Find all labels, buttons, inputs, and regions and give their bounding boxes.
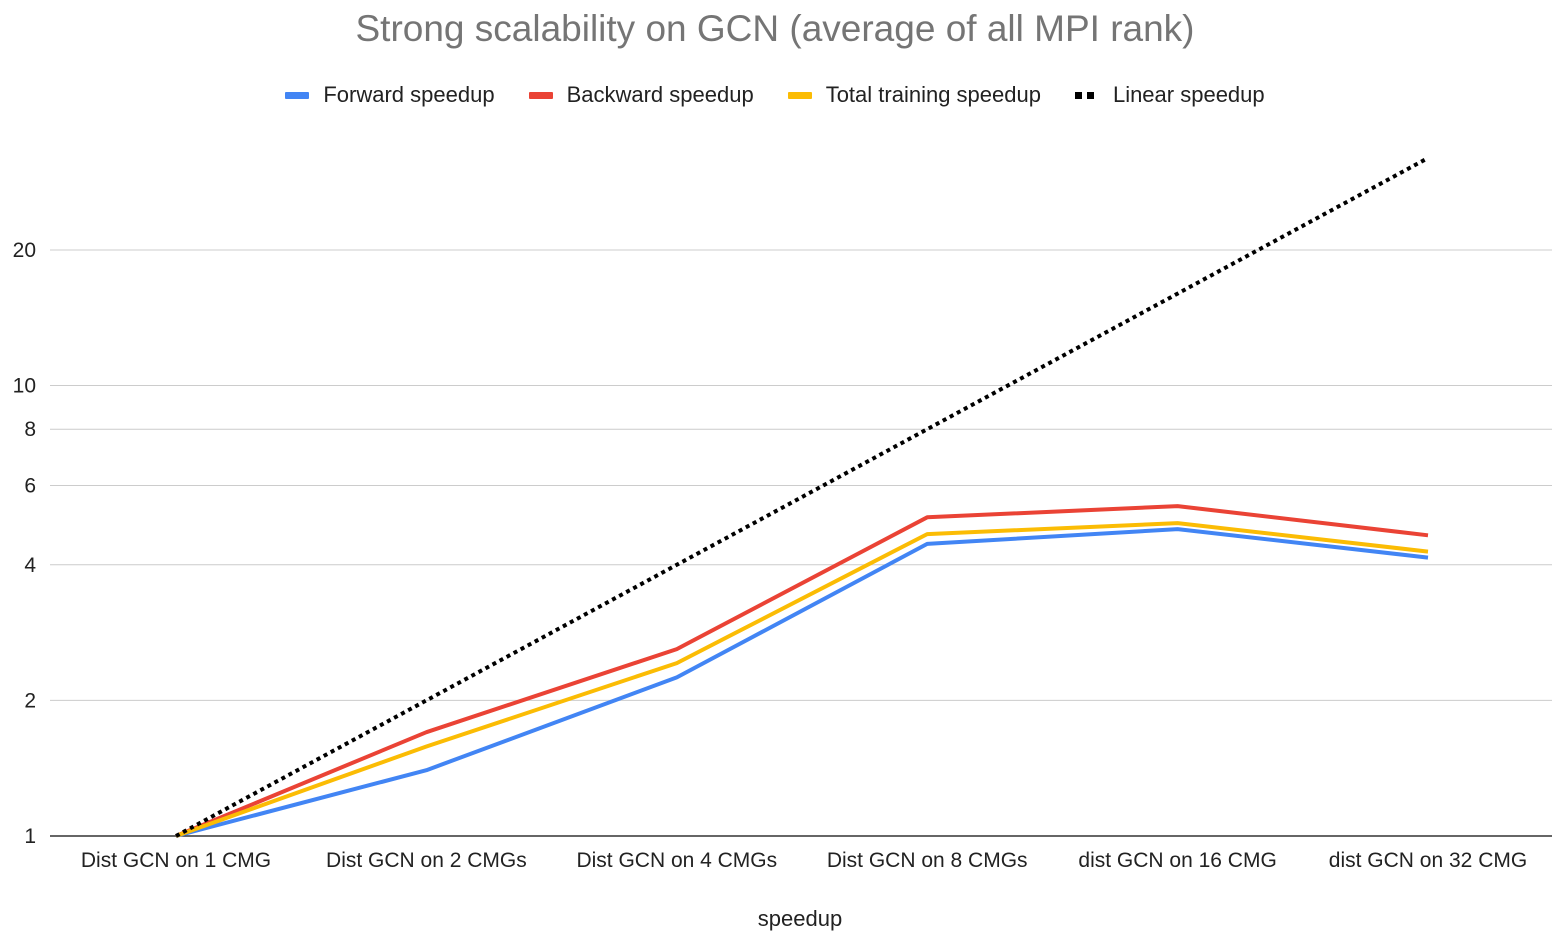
series-line-backward-speedup[interactable] bbox=[175, 504, 1429, 838]
x-tick-label-2: Dist GCN on 2 CMGs bbox=[326, 849, 527, 872]
legend-item-linear[interactable]: Linear speedup bbox=[1074, 82, 1265, 108]
series-line-linear-speedup[interactable] bbox=[175, 156, 1429, 838]
x-tick-label-6: dist GCN on 32 CMG bbox=[1329, 849, 1527, 872]
legend-label-forward: Forward speedup bbox=[323, 82, 495, 107]
x-tick-label-3: Dist GCN on 4 CMGs bbox=[576, 849, 777, 872]
y-tick-label-2: 2 bbox=[24, 689, 36, 712]
y-tick-label-1: 1 bbox=[24, 825, 36, 848]
series-lines bbox=[175, 156, 1429, 838]
legend-label-linear: Linear speedup bbox=[1112, 82, 1265, 107]
legend-swatch-linear bbox=[1074, 91, 1099, 99]
series-line-total-training-speedup[interactable] bbox=[175, 521, 1429, 838]
legend-swatch-forward bbox=[285, 91, 310, 99]
y-tick-label-20: 20 bbox=[13, 239, 36, 262]
y-tick-label-6: 6 bbox=[24, 474, 36, 497]
x-axis-label: speedup bbox=[757, 906, 843, 931]
gridlines bbox=[50, 249, 1552, 837]
x-tick-label-1: Dist GCN on 1 CMG bbox=[81, 849, 271, 872]
chart-title: Strong scalability on GCN (average of al… bbox=[355, 8, 1195, 49]
y-axis-ticks: 1 2 4 6 8 10 20 bbox=[13, 239, 37, 848]
y-tick-label-10: 10 bbox=[13, 375, 36, 398]
legend-item-total[interactable]: Total training speedup bbox=[787, 82, 1041, 108]
legend-item-forward[interactable]: Forward speedup bbox=[285, 82, 495, 108]
legend-item-backward[interactable]: Backward speedup bbox=[528, 82, 754, 108]
x-tick-label-4: Dist GCN on 8 CMGs bbox=[827, 849, 1028, 872]
x-axis-ticks: Dist GCN on 1 CMG Dist GCN on 2 CMGs Dist … bbox=[81, 849, 1527, 872]
legend-label-backward: Backward speedup bbox=[566, 82, 754, 107]
legend-swatch-total bbox=[787, 91, 812, 99]
legend: Forward speedup Backward speedup Total t… bbox=[0, 82, 1550, 108]
series-line-forward-speedup[interactable] bbox=[175, 527, 1429, 838]
y-tick-label-4: 4 bbox=[24, 554, 36, 577]
y-tick-label-8: 8 bbox=[24, 418, 36, 441]
legend-swatch-backward bbox=[528, 91, 553, 99]
x-tick-label-5: dist GCN on 16 CMG bbox=[1078, 849, 1276, 872]
legend-label-total: Total training speedup bbox=[825, 82, 1041, 107]
